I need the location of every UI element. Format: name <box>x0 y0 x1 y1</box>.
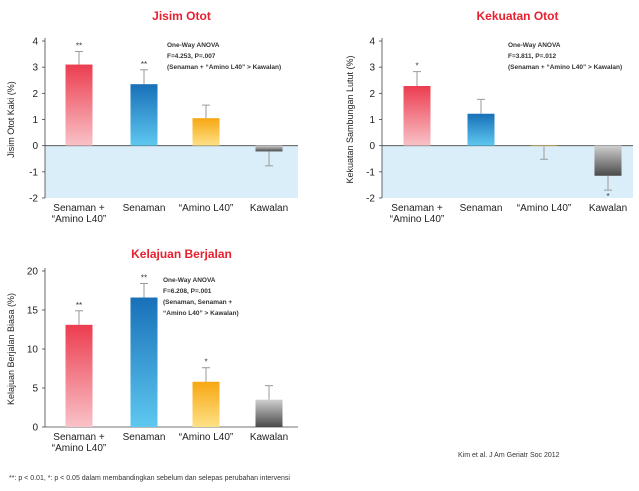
significance-marker: ** <box>141 60 147 69</box>
anova-annotation-line: “Amino L40” > Kawalan) <box>163 310 239 317</box>
x-tick-label-line: Senaman <box>123 432 166 443</box>
x-tick-label: Senaman + “Amino L40” <box>390 203 444 225</box>
bar <box>530 145 558 147</box>
y-tick-label: 3 <box>369 63 375 74</box>
x-tick-label: Kawalan <box>250 432 288 443</box>
significance-marker: ** <box>76 41 82 50</box>
x-tick-label-line: Kawalan <box>250 432 288 443</box>
y-tick-label: 0 <box>32 141 38 152</box>
x-tick-label-line: “Amino L40” <box>517 203 571 214</box>
bar <box>65 324 93 427</box>
y-tick-label: -1 <box>29 167 38 178</box>
chart-3: 0 5 10 15 20 Kelajuan Berjalan Kelajuan Berjal… <box>6 247 298 454</box>
anova-annotation-line: One-Way ANOVA <box>167 42 220 49</box>
bar <box>255 145 283 152</box>
anova-annotation-line: (Senaman, Senaman + <box>163 299 232 306</box>
x-tick-label: Senaman <box>123 203 166 214</box>
bar <box>130 297 158 427</box>
chart-title: Kelajuan Berjalan <box>131 247 232 261</box>
significance-marker: * <box>415 62 418 71</box>
anova-annotation-line: F=4.253, P=.007 <box>167 53 216 60</box>
chart-title: Kekuatan Otot <box>476 9 558 23</box>
x-tick-label: Senaman + “Amino L40” <box>52 203 106 225</box>
x-tick-label-line: “Amino L40” <box>52 443 106 454</box>
negative-region <box>45 145 298 198</box>
chart-title: Jisim Otot <box>152 9 211 23</box>
bar <box>467 113 495 146</box>
anova-annotation-line: F=6.208, P=.001 <box>163 288 212 295</box>
x-tick-label: Senaman <box>460 203 503 214</box>
x-tick-label-line: Senaman + <box>53 432 105 443</box>
y-tick-label: 10 <box>27 345 39 356</box>
x-tick-label: “Amino L40” <box>517 203 571 214</box>
x-tick-label: Senaman <box>123 432 166 443</box>
significance-marker: ** <box>141 273 147 282</box>
x-tick-label-line: Senaman + <box>53 203 105 214</box>
y-tick-label: 3 <box>32 63 38 74</box>
y-tick-label: 15 <box>27 306 39 317</box>
x-tick-label-line: “Amino L40” <box>179 432 233 443</box>
y-tick-label: 5 <box>32 384 38 395</box>
x-tick-label-line: “Amino L40” <box>390 214 444 225</box>
y-tick-label: 20 <box>27 267 39 278</box>
anova-annotation-line: (Senaman + “Amino L40” > Kawalan) <box>508 64 622 71</box>
anova-annotation-line: F=3.811, P=.012 <box>508 53 556 60</box>
anova-annotation: One-Way ANOVA F=3.811, P=.012 (Senaman + “… <box>508 42 622 71</box>
x-tick-label-line: “Amino L40” <box>52 214 106 225</box>
x-tick-label-line: Senaman <box>123 203 166 214</box>
y-tick-label: 4 <box>369 37 375 48</box>
anova-annotation: One-Way ANOVA F=6.208, P=.001 (Senaman, Se… <box>163 277 239 317</box>
y-axis-label: Kekuatan Sambungan Lutut (%) <box>345 55 355 183</box>
y-tick-label: -2 <box>366 194 375 205</box>
bar <box>192 381 220 427</box>
y-axis-label: Kelajuan Berjalan Biasa (%) <box>6 293 16 405</box>
footnote: **: p < 0.01, *: p < 0.05 dalam membandi… <box>9 475 290 482</box>
bar <box>594 145 622 176</box>
x-tick-label-line: “Amino L40” <box>179 203 233 214</box>
y-axis-label: Jisim Otot Kaki (%) <box>6 81 16 158</box>
bar <box>65 64 93 146</box>
y-tick-label: 0 <box>32 423 38 434</box>
x-tick-label: Kawalan <box>589 203 627 214</box>
bar <box>255 399 283 427</box>
x-tick-label: Kawalan <box>250 203 288 214</box>
anova-annotation-line: One-Way ANOVA <box>163 277 216 284</box>
bar <box>403 86 431 146</box>
significance-marker: * <box>204 358 207 367</box>
anova-annotation: One-Way ANOVA F=4.253, P=.007 (Senaman + “… <box>167 42 281 71</box>
y-tick-label: -1 <box>366 167 375 178</box>
y-tick-label: 2 <box>369 89 375 100</box>
negative-region <box>382 145 633 198</box>
x-tick-label: “Amino L40” <box>179 432 233 443</box>
y-tick-label: 1 <box>369 115 375 126</box>
anova-annotation-line: (Senaman + “Amino L40” > Kawalan) <box>167 64 281 71</box>
citation: Kim et al. J Am Geriatr Soc 2012 <box>458 452 560 459</box>
significance-marker: ** <box>76 301 82 310</box>
y-tick-label: 4 <box>32 37 38 48</box>
x-tick-label: “Amino L40” <box>179 203 233 214</box>
y-tick-label: 2 <box>32 89 38 100</box>
chart-1: -2 -1 0 1 2 3 4 Jisim Otot Jisim Otot Kaki (%) **… <box>6 9 298 225</box>
x-tick-label: Senaman + “Amino L40” <box>52 432 106 454</box>
x-tick-label-line: Kawalan <box>589 203 627 214</box>
bar <box>192 118 220 146</box>
y-tick-label: -2 <box>29 194 38 205</box>
chart-2: -2 -1 0 1 2 3 4 Kekuatan Otot Kekuatan Sambungan… <box>345 9 633 225</box>
significance-marker: * <box>606 192 609 201</box>
x-tick-label-line: Kawalan <box>250 203 288 214</box>
bar <box>130 84 158 146</box>
y-tick-label: 1 <box>32 115 38 126</box>
x-tick-label-line: Senaman <box>460 203 503 214</box>
anova-annotation-line: One-Way ANOVA <box>508 42 561 49</box>
x-tick-label-line: Senaman + <box>391 203 443 214</box>
y-tick-label: 0 <box>369 141 375 152</box>
